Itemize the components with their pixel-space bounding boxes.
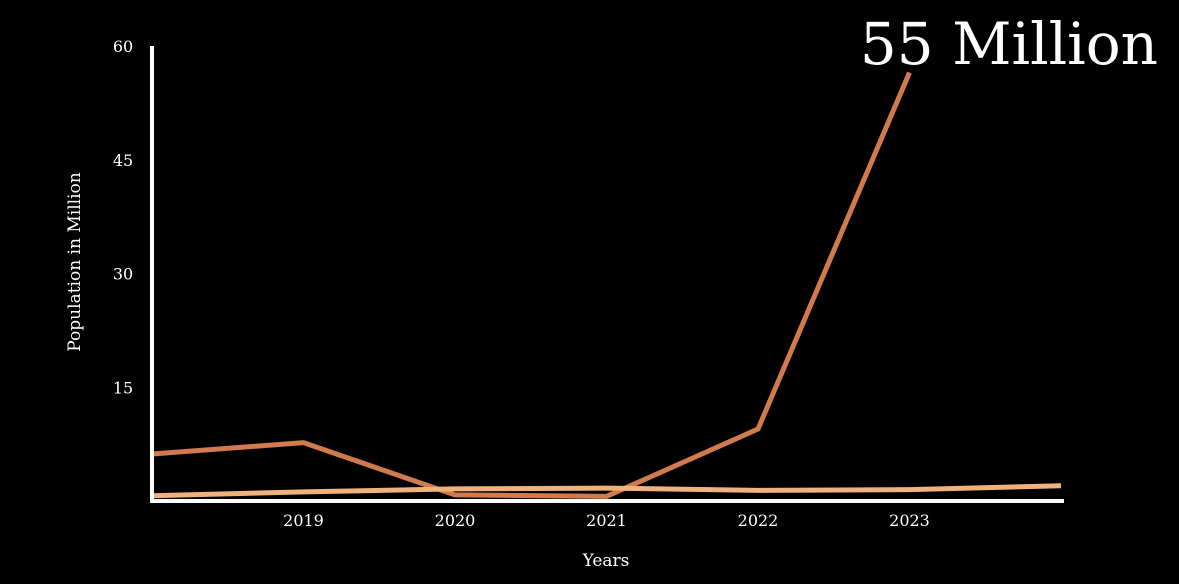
peak-annotation: 55 Million — [860, 10, 1158, 78]
y-tick-label-45: 45 — [113, 151, 133, 170]
y-tick-label-15: 15 — [113, 378, 133, 397]
series-line-2 — [151, 483, 1062, 499]
x-tick-label-2023: 2023 — [889, 511, 930, 530]
y-tick-labels: 15 30 45 60 — [113, 37, 133, 397]
x-tick-labels: 2019 2020 2021 2022 2023 — [283, 511, 930, 530]
x-tick-label-2022: 2022 — [738, 511, 779, 530]
y-axis-title: Population in Million — [65, 172, 85, 351]
x-tick-label-2020: 2020 — [435, 511, 476, 530]
x-axis-title: Years — [582, 551, 630, 571]
x-tick-label-2021: 2021 — [586, 511, 627, 530]
series-layer — [151, 71, 1062, 499]
y-tick-label-30: 30 — [113, 265, 133, 284]
x-tick-label-2019: 2019 — [283, 511, 324, 530]
y-tick-label-60: 60 — [113, 37, 133, 56]
series-line-1 — [151, 71, 912, 499]
